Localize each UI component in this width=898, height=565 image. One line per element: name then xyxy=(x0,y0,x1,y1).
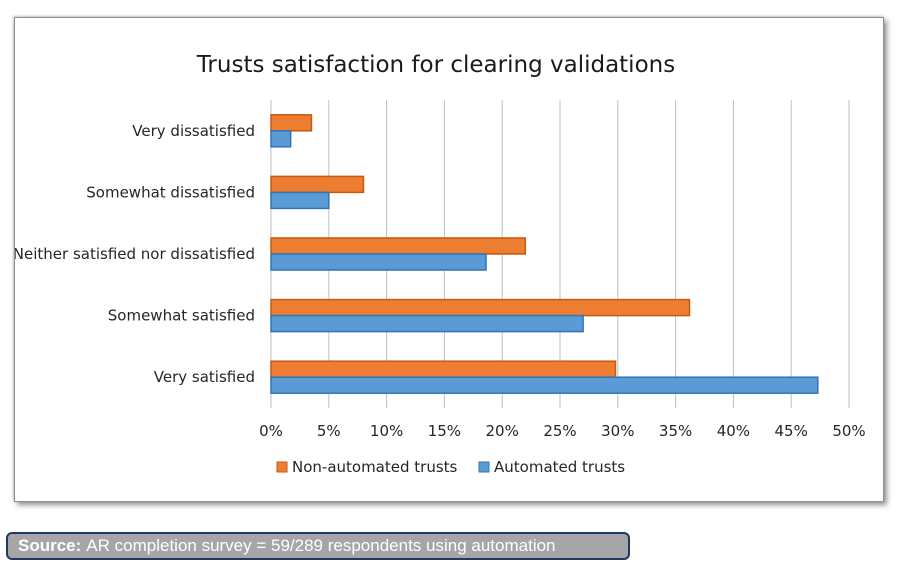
bar xyxy=(270,175,365,194)
x-tick-label: 45% xyxy=(775,422,808,440)
x-tick-label: 50% xyxy=(832,422,865,440)
bar xyxy=(270,376,819,394)
bar xyxy=(270,191,330,210)
legend-swatch xyxy=(478,461,490,473)
category-label: Very satisfied xyxy=(154,368,255,386)
category-label: Very dissatisfied xyxy=(132,122,255,140)
x-tick-label: 10% xyxy=(370,422,403,440)
bar xyxy=(270,314,584,333)
x-tick-label: 20% xyxy=(486,422,519,440)
legend: Non-automated trusts Automated trusts xyxy=(276,458,625,476)
bar xyxy=(270,237,527,255)
bar xyxy=(270,114,313,132)
x-tick-label: 30% xyxy=(601,422,634,440)
x-tick-label: 5% xyxy=(317,422,341,440)
legend-label: Automated trusts xyxy=(494,458,625,476)
source-text: AR completion survey = 59/289 respondent… xyxy=(86,536,556,555)
source-note: Source: AR completion survey = 59/289 re… xyxy=(6,532,630,560)
category-label: Neither satisfied nor dissatisfied xyxy=(15,245,255,263)
category-label: Somewhat satisfied xyxy=(108,307,255,325)
x-tick-label: 40% xyxy=(717,422,750,440)
x-tick-label: 15% xyxy=(428,422,461,440)
tick-label-layer: 0% 5% 10% 15% 20% 25% 30% 35% 40% 45% 50% xyxy=(259,422,866,440)
bar-layer xyxy=(270,114,819,394)
legend-swatch xyxy=(276,461,288,473)
bar xyxy=(270,253,487,271)
category-label-layer: Very dissatisfied Somewhat dissatisfied Ne… xyxy=(13,122,255,386)
x-tick-label: 0% xyxy=(259,422,283,440)
chart-svg: Trusts satisfaction for clearing validat… xyxy=(13,52,866,476)
chart-title: Trusts satisfaction for clearing validat… xyxy=(196,52,675,78)
chart-frame: Trusts satisfaction for clearing validat… xyxy=(13,17,884,502)
bar xyxy=(270,360,617,378)
bar xyxy=(270,130,292,148)
source-label: Source: xyxy=(18,536,82,555)
legend-label: Non-automated trusts xyxy=(292,458,458,476)
category-label: Somewhat dissatisfied xyxy=(86,183,255,201)
bar xyxy=(270,298,691,317)
x-tick-label: 25% xyxy=(543,422,576,440)
x-tick-label: 35% xyxy=(659,422,692,440)
